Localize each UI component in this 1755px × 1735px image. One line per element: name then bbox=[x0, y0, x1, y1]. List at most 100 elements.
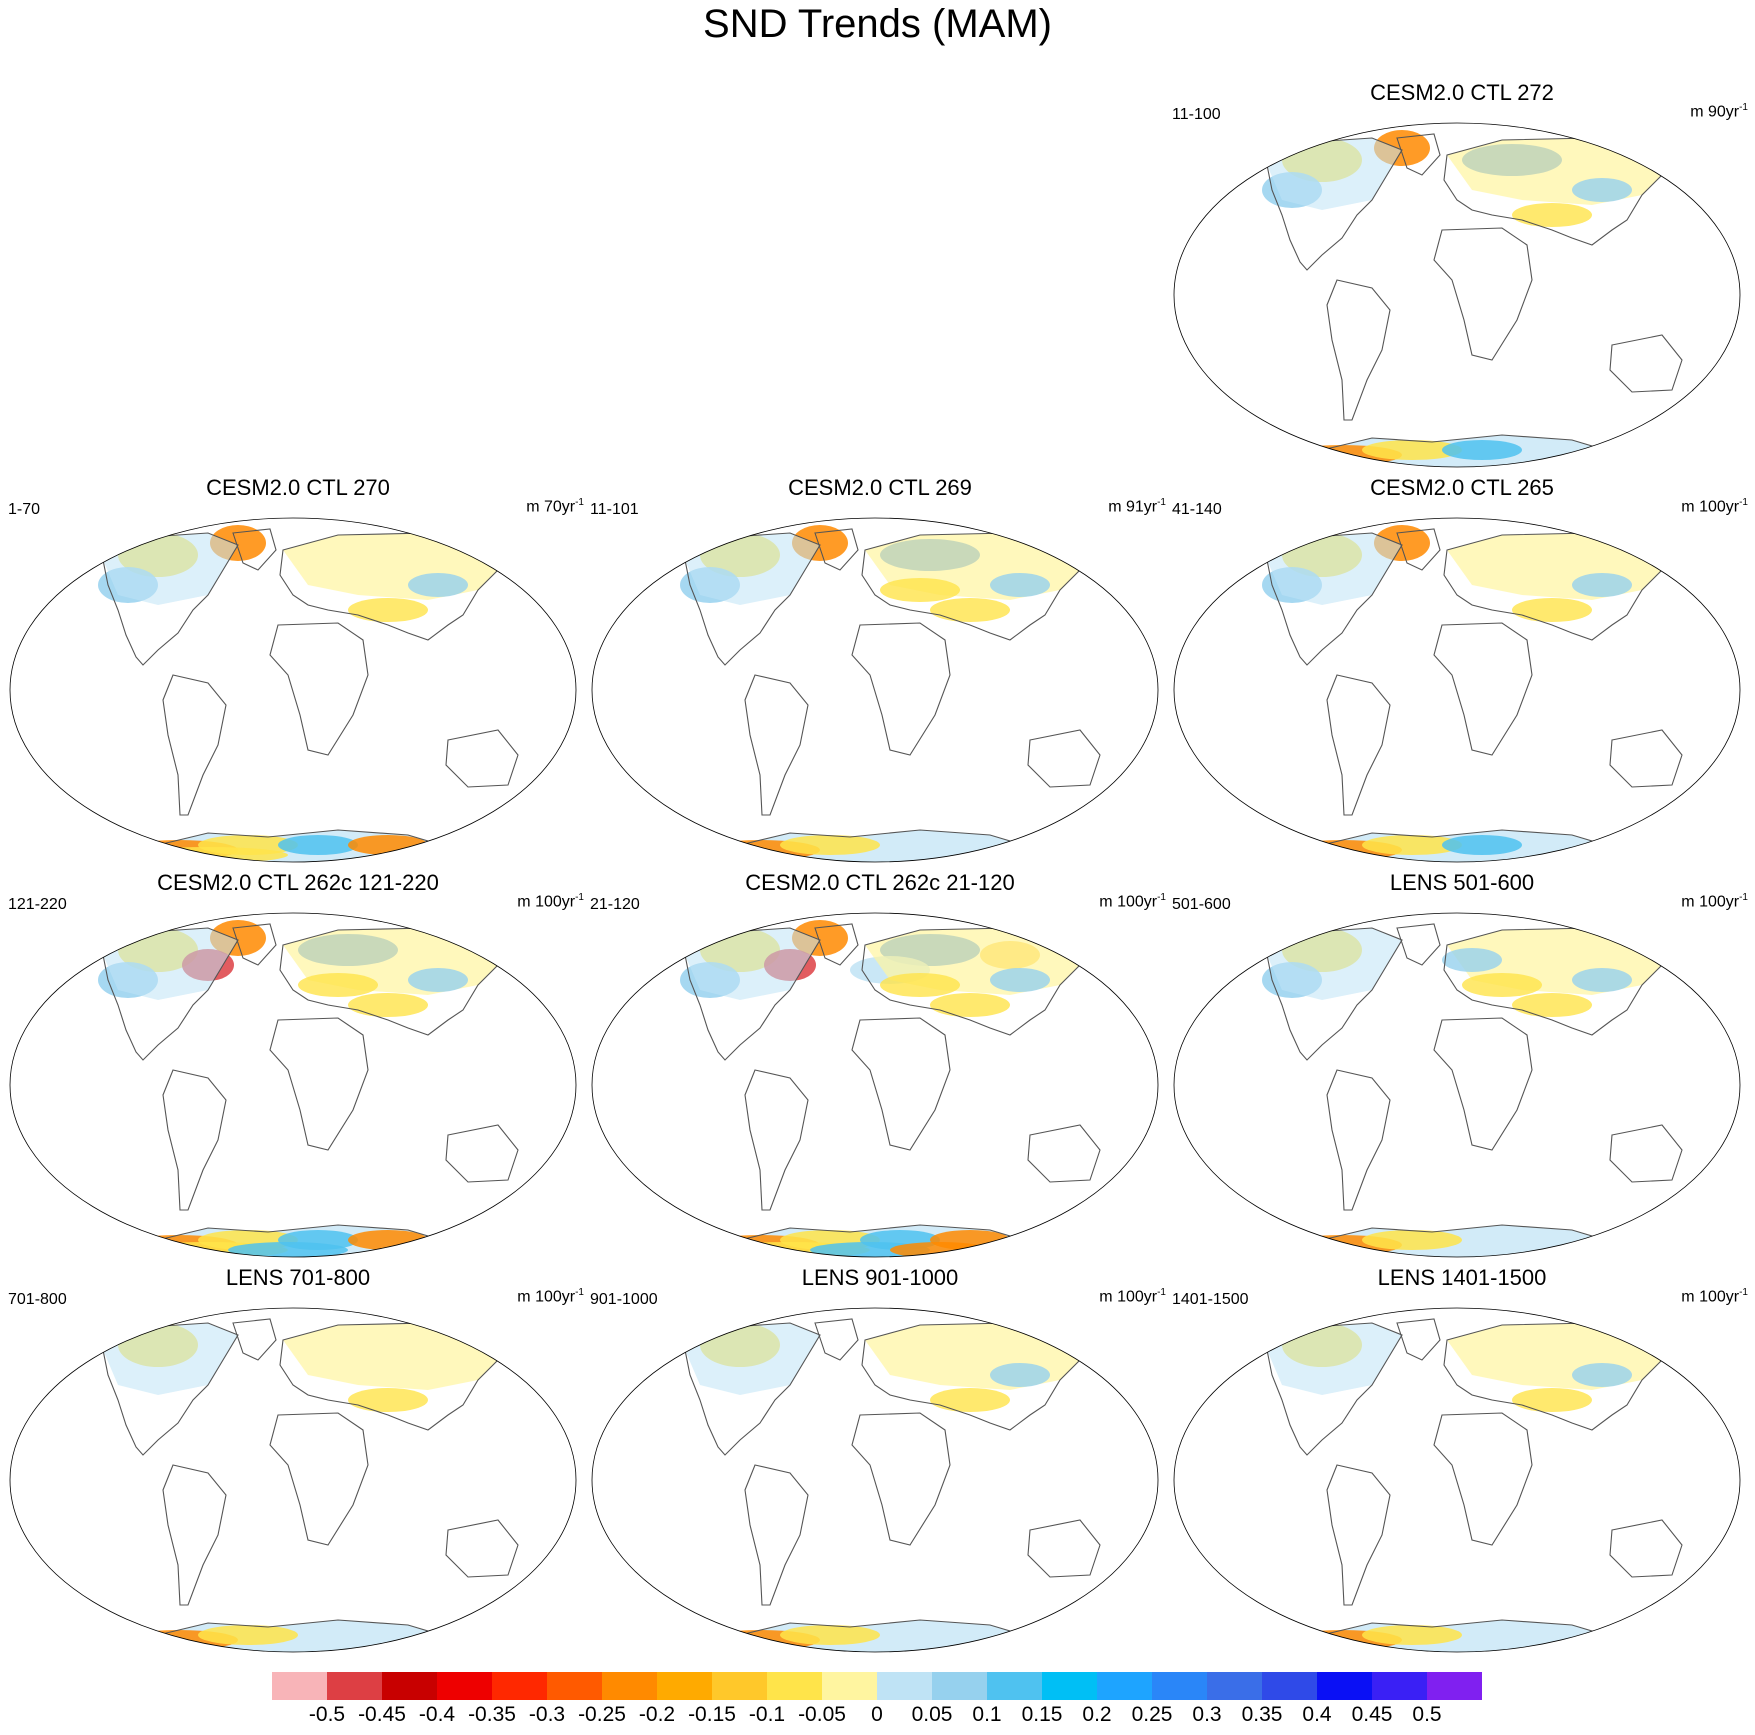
map-border bbox=[1173, 1307, 1741, 1653]
colorbar-swatch bbox=[1427, 1672, 1482, 1700]
coastline bbox=[232, 528, 277, 571]
colorbar-tick-label: 0.3 bbox=[1192, 1703, 1222, 1726]
coastline bbox=[1326, 279, 1391, 421]
colorbar-tick-label: -0.5 bbox=[308, 1703, 346, 1726]
map-panel: CESM2.0 CTL 270 1-70 m 70yr-1 bbox=[8, 475, 588, 869]
trend-patch bbox=[228, 1242, 348, 1257]
colorbar-tick-label: 0.4 bbox=[1302, 1703, 1332, 1726]
world-map bbox=[591, 517, 1159, 863]
coastline bbox=[162, 674, 227, 816]
map-border bbox=[9, 517, 577, 863]
coastline bbox=[269, 1412, 369, 1546]
map-panel: LENS 501-600 501-600 m 100yr-1 bbox=[1172, 870, 1752, 1264]
coastline bbox=[1027, 729, 1101, 788]
coastline bbox=[162, 1069, 227, 1211]
colorbar-tick-label: 0 bbox=[871, 1703, 883, 1726]
coastline bbox=[814, 528, 859, 571]
trend-patch bbox=[1442, 948, 1502, 972]
coastline bbox=[1321, 434, 1613, 467]
world-map bbox=[9, 912, 577, 1258]
trend-patch bbox=[1442, 440, 1522, 460]
coastline bbox=[1609, 1519, 1683, 1578]
colorbar-swatch bbox=[492, 1672, 547, 1700]
trend-patch bbox=[890, 1242, 990, 1257]
coastline bbox=[1321, 829, 1613, 862]
colorbar-tick-label: -0.15 bbox=[688, 1703, 736, 1726]
panel-year-range: 11-101 bbox=[590, 501, 639, 518]
map-border bbox=[1173, 912, 1741, 1258]
trend-patch bbox=[990, 573, 1050, 597]
map-panel: CESM2.0 CTL 265 41-140 m 100yr-1 bbox=[1172, 475, 1752, 869]
coastline bbox=[851, 622, 951, 756]
world-map bbox=[591, 912, 1159, 1258]
colorbar-swatch bbox=[932, 1672, 987, 1700]
trend-patch bbox=[880, 973, 960, 997]
coastline bbox=[1433, 1017, 1533, 1151]
trend-patch bbox=[348, 993, 428, 1017]
colorbar-tick-label: 0.35 bbox=[1241, 1703, 1283, 1726]
colorbar-tick-label: 0.15 bbox=[1021, 1703, 1063, 1726]
panel-title: LENS 901-1000 bbox=[801, 1265, 959, 1290]
coastline bbox=[1396, 923, 1441, 966]
panel-title: CESM2.0 CTL 270 bbox=[206, 475, 390, 500]
coastline bbox=[684, 927, 821, 1061]
coastline bbox=[1433, 227, 1533, 361]
trend-patch bbox=[348, 598, 428, 622]
trend-patch bbox=[1362, 1625, 1462, 1645]
colorbar-tick-label: 0.45 bbox=[1351, 1703, 1393, 1726]
coastline bbox=[739, 1224, 1031, 1257]
panel-title: LENS 501-600 bbox=[1389, 870, 1535, 895]
coastline bbox=[1266, 137, 1403, 271]
colorbar-swatch bbox=[437, 1672, 492, 1700]
map-border bbox=[591, 1307, 1159, 1653]
trend-patch bbox=[930, 598, 1010, 622]
world-map bbox=[1173, 1307, 1741, 1653]
trend-patch bbox=[408, 968, 468, 992]
coastline bbox=[269, 622, 369, 756]
coastline bbox=[1433, 1412, 1533, 1546]
colorbar-tick-label: 0.5 bbox=[1412, 1703, 1442, 1726]
coastline bbox=[1321, 1224, 1613, 1257]
coastline bbox=[1266, 1322, 1403, 1456]
panel-unit: m 91yr-1 bbox=[1108, 497, 1166, 516]
colorbar-swatch bbox=[1152, 1672, 1207, 1700]
map-border bbox=[1173, 517, 1741, 863]
colorbar-tick-label: 0.1 bbox=[972, 1703, 1002, 1726]
colorbar-tick-label: -0.25 bbox=[578, 1703, 626, 1726]
trend-patch bbox=[930, 993, 1010, 1017]
trend-patch bbox=[1512, 598, 1592, 622]
colorbar-tick-label: -0.3 bbox=[528, 1703, 566, 1726]
map-border bbox=[9, 912, 577, 1258]
colorbar-swatch bbox=[877, 1672, 932, 1700]
coastline bbox=[1326, 1464, 1391, 1606]
coastline bbox=[1027, 1124, 1101, 1183]
trend-patch bbox=[408, 573, 468, 597]
trend-patch bbox=[1362, 440, 1462, 460]
coastline bbox=[851, 1017, 951, 1151]
colorbar-tick-label: 0.2 bbox=[1082, 1703, 1112, 1726]
map-panel: CESM2.0 CTL 262c 21-120 21-120 m 100yr-1 bbox=[590, 870, 1170, 1264]
panel-year-range: 1401-1500 bbox=[1172, 1291, 1249, 1308]
trend-patch bbox=[1572, 968, 1632, 992]
panel-year-range: 121-220 bbox=[8, 896, 67, 913]
trend-patch bbox=[1442, 835, 1522, 855]
coastline bbox=[232, 923, 277, 966]
map-panel: CESM2.0 CTL 262c 121-220 121-220 m 100yr… bbox=[8, 870, 588, 1264]
colorbar bbox=[272, 1672, 1482, 1700]
trend-patch bbox=[278, 835, 358, 855]
colorbar-swatch bbox=[1042, 1672, 1097, 1700]
trend-patch bbox=[990, 1363, 1050, 1387]
panel-unit: m 70yr-1 bbox=[526, 497, 584, 516]
trend-patch bbox=[1362, 1230, 1462, 1250]
coastline bbox=[1266, 927, 1403, 1061]
coastline bbox=[157, 1224, 449, 1257]
colorbar-swatch bbox=[327, 1672, 382, 1700]
panel-title: CESM2.0 CTL 265 bbox=[1370, 475, 1554, 500]
coastline bbox=[1396, 133, 1441, 176]
coastline bbox=[739, 1619, 1031, 1652]
coastline bbox=[744, 1464, 809, 1606]
colorbar-swatch bbox=[547, 1672, 602, 1700]
colorbar-tick-label: -0.1 bbox=[748, 1703, 786, 1726]
coastline bbox=[1326, 1069, 1391, 1211]
trend-patch bbox=[298, 973, 378, 997]
